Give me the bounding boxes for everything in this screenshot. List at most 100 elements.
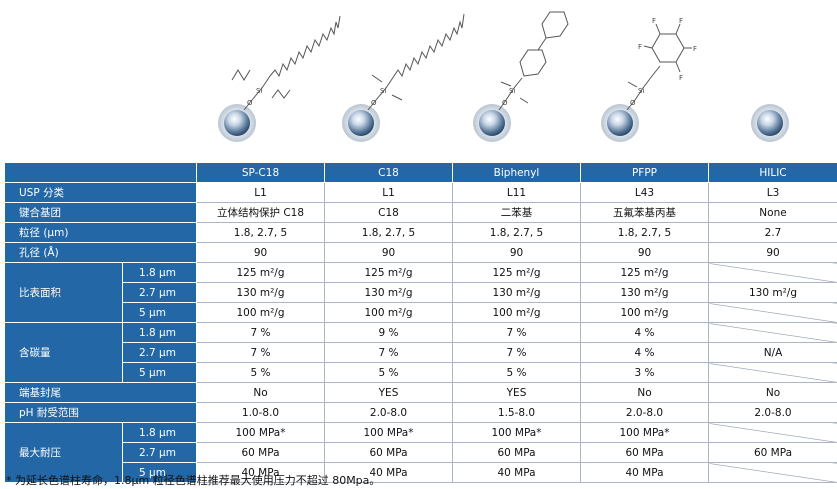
cell: 90	[708, 242, 837, 263]
cell: 100 m²/g	[324, 302, 453, 323]
sub-label: 2.7 µm	[122, 282, 197, 303]
pfpp-structure: O Si F F F F F	[601, 17, 697, 142]
header-row: SP-C18 C18 Biphenyl PFPP HILIC	[4, 162, 837, 183]
cell: L43	[580, 182, 709, 203]
sub-label: 5 µm	[122, 302, 197, 323]
cell: 5 %	[324, 362, 453, 383]
header-corner	[4, 162, 197, 183]
cell: 60 MPa	[580, 442, 709, 463]
cell: 40 MPa	[580, 462, 709, 483]
row-label-endcap: 端基封尾	[4, 382, 197, 403]
biphenyl-structure: O Si	[473, 11, 569, 142]
biphenyl-si-label: Si	[509, 87, 515, 95]
row-label-pore: 孔径 (Å)	[4, 242, 197, 263]
cell: 90	[196, 242, 325, 263]
cell: 90	[580, 242, 709, 263]
sub-label: 1.8 µm	[122, 262, 197, 283]
cell: 40 MPa	[324, 462, 453, 483]
row-pore: 孔径 (Å) 90 90 90 90 90	[4, 242, 837, 263]
cell: 1.5-8.0	[452, 402, 581, 423]
pfpp-si-label: Si	[638, 87, 644, 95]
cell: 130 m²/g	[708, 282, 837, 303]
row-surface-3: 5 µm 100 m²/g 100 m²/g 100 m²/g 100 m²/g	[5, 302, 837, 323]
cell: 2.0-8.0	[324, 402, 453, 423]
row-label-carbon: 含碳量	[4, 322, 123, 383]
cell: 60 MPa	[324, 442, 453, 463]
cell: 4 %	[580, 322, 709, 343]
c18-o-label: O	[371, 99, 377, 107]
cell: 60 MPa	[196, 442, 325, 463]
cell-not-applicable	[708, 422, 837, 443]
cell: 7 %	[452, 322, 581, 343]
cell: 40 MPa	[196, 462, 325, 483]
biphenyl-o-label: O	[502, 99, 508, 107]
cell: 40 MPa	[452, 462, 581, 483]
pfpp-f-label-5: F	[679, 74, 683, 82]
cell: 100 m²/g	[196, 302, 325, 323]
cell: 100 MPa*	[324, 422, 453, 443]
c18-si-label: Si	[380, 87, 386, 95]
cell: 130 m²/g	[324, 282, 453, 303]
cell: 7 %	[196, 322, 325, 343]
pfpp-f-label-2: F	[652, 17, 656, 25]
sub-label: 1.8 µm	[122, 422, 197, 443]
cell: 130 m²/g	[196, 282, 325, 303]
col-header-c18: C18	[324, 162, 453, 183]
cell: 60 MPa	[452, 442, 581, 463]
cell: 4 %	[580, 342, 709, 363]
cell-not-applicable	[708, 302, 837, 323]
cell: 125 m²/g	[452, 262, 581, 283]
cell: 五氟苯基丙基	[580, 202, 709, 223]
cell: 1.8, 2.7, 5	[324, 222, 453, 243]
cell: 130 m²/g	[452, 282, 581, 303]
cell: 立体结构保护 C18	[196, 202, 325, 223]
row-label-bonded: 键合基团	[4, 202, 197, 223]
row-label-ph: pH 耐受范围	[4, 402, 197, 423]
row-carbon-1: 含碳量 1.8 µm 7 % 9 % 7 % 4 %	[4, 322, 837, 383]
row-pressure-1: 最大耐压 1.8 µm 100 MPa* 100 MPa* 100 MPa* 1…	[4, 422, 837, 483]
cell: 1.0-8.0	[196, 402, 325, 423]
sp-c18-si-label: Si	[256, 87, 262, 95]
cell-not-applicable	[708, 362, 837, 383]
cell: L11	[452, 182, 581, 203]
cell: C18	[324, 202, 453, 223]
sp-c18-structure: O Si	[218, 15, 341, 142]
cell: 125 m²/g	[580, 262, 709, 283]
cell: 5 %	[196, 362, 325, 383]
cell: L3	[708, 182, 837, 203]
cell-not-applicable	[708, 322, 837, 343]
pfpp-f-label-3: F	[679, 17, 683, 25]
cell: L1	[196, 182, 325, 203]
footnote: * 为延长色谱柱寿命，1.8µm 粒径色谱柱推荐最大使用压力不超过 80Mpa。	[6, 474, 381, 487]
cell: 二苯基	[452, 202, 581, 223]
cell-not-applicable	[708, 462, 837, 483]
cell: 5 %	[452, 362, 581, 383]
cell: 1.8, 2.7, 5	[580, 222, 709, 243]
cell: 2.0-8.0	[708, 402, 837, 423]
row-bonded: 键合基团 立体结构保护 C18 C18 二苯基 五氟苯基丙基 None	[4, 202, 837, 223]
col-header-pfpp: PFPP	[580, 162, 709, 183]
hilic-structure	[751, 104, 789, 142]
cell: 125 m²/g	[324, 262, 453, 283]
cell: YES	[324, 382, 453, 403]
cell: No	[580, 382, 709, 403]
phase-structures-illustration: O Si O Si O Si O Si	[218, 11, 789, 142]
cell: 7 %	[452, 342, 581, 363]
pfpp-f-label-1: F	[638, 43, 642, 51]
cell: L1	[324, 182, 453, 203]
cell: 125 m²/g	[196, 262, 325, 283]
cell: YES	[452, 382, 581, 403]
sub-label: 2.7 µm	[122, 342, 197, 363]
row-usp: USP 分类 L1 L1 L11 L43 L3	[4, 182, 837, 203]
row-ph: pH 耐受范围 1.0-8.0 2.0-8.0 1.5-8.0 2.0-8.0 …	[4, 402, 837, 423]
row-endcap: 端基封尾 No YES YES No No	[4, 382, 837, 403]
cell: 100 m²/g	[580, 302, 709, 323]
cell: 100 MPa*	[580, 422, 709, 443]
pfpp-o-label: O	[630, 99, 636, 107]
cell: 60 MPa	[708, 442, 837, 463]
cell: 100 MPa*	[196, 422, 325, 443]
cell: None	[708, 202, 837, 223]
cell: 3 %	[580, 362, 709, 383]
cell: 2.0-8.0	[580, 402, 709, 423]
column-spec-table: SP-C18 C18 Biphenyl PFPP HILIC USP 分类 L1…	[4, 162, 837, 483]
